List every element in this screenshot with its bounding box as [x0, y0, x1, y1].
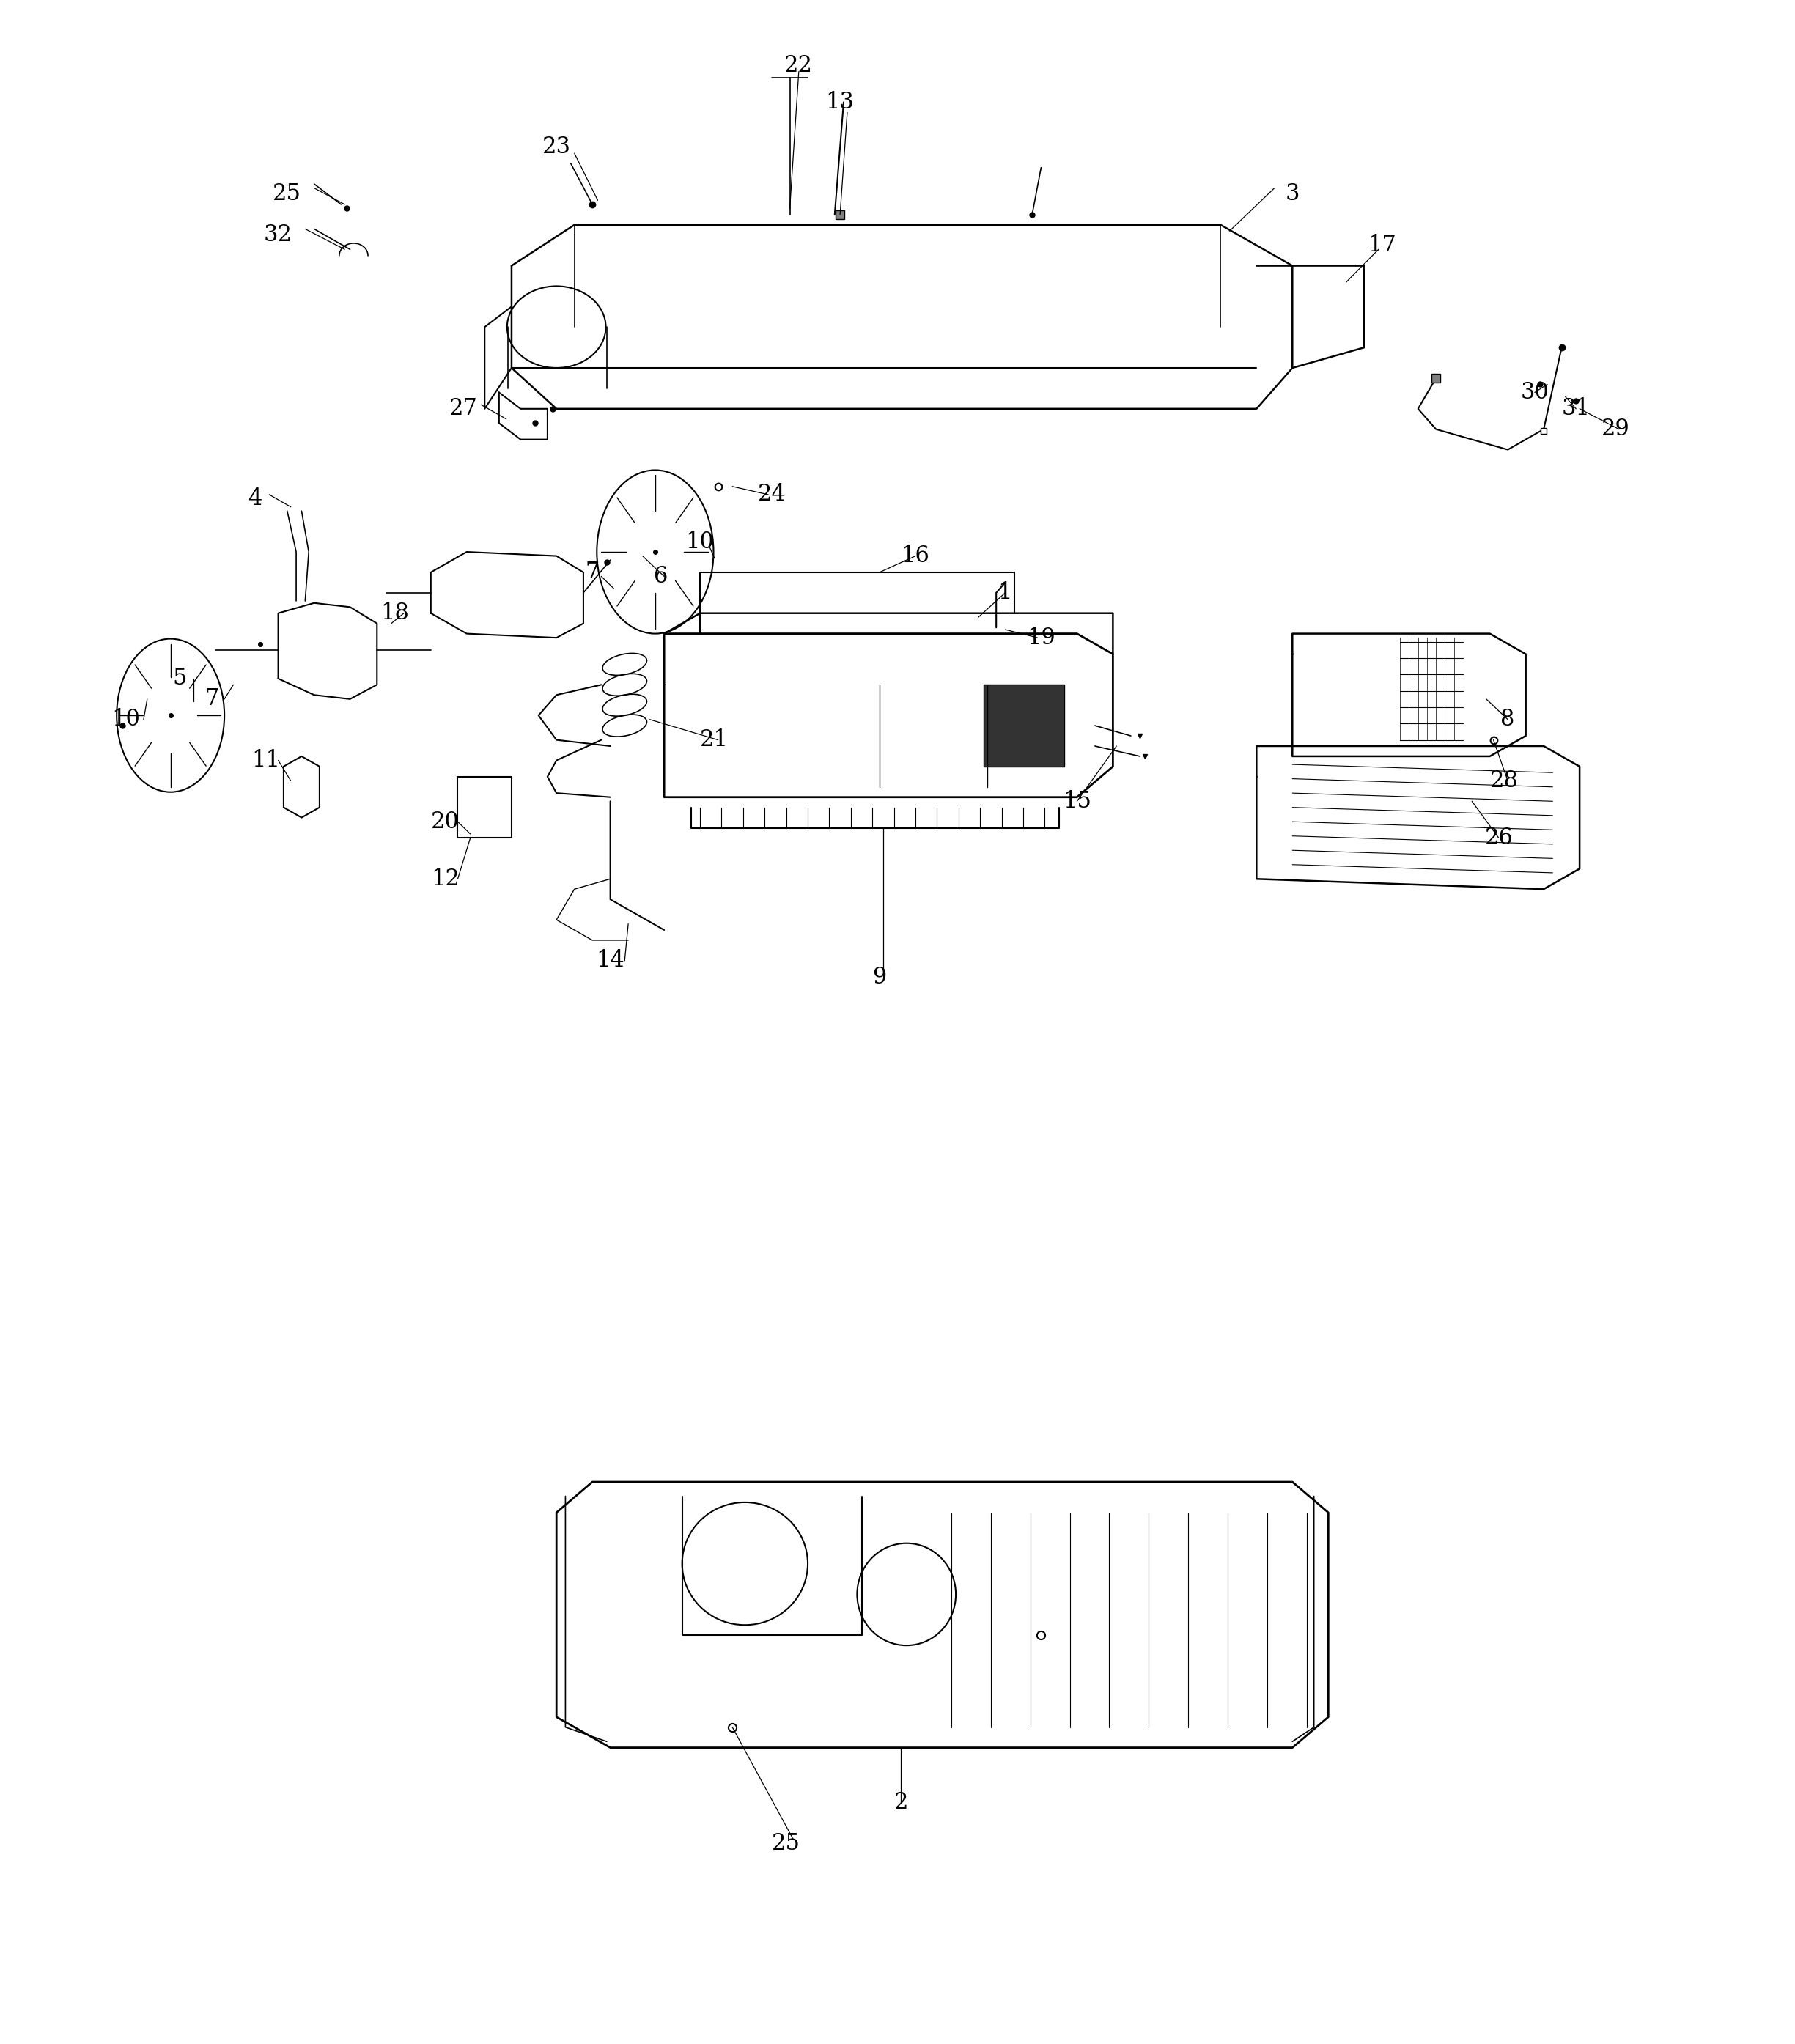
Text: 13: 13	[826, 90, 854, 114]
Text: 27: 27	[449, 397, 477, 421]
Text: 17: 17	[1368, 233, 1397, 258]
Text: 22: 22	[784, 53, 813, 78]
Text: 29: 29	[1601, 417, 1630, 442]
Text: 26: 26	[1484, 826, 1513, 850]
Text: 30: 30	[1520, 380, 1549, 405]
Text: 10: 10	[686, 529, 714, 554]
Text: 7: 7	[205, 687, 219, 711]
Text: 9: 9	[872, 965, 887, 989]
Text: 24: 24	[757, 482, 786, 507]
Bar	[458, 777, 512, 838]
Text: 12: 12	[431, 867, 460, 891]
Text: 1: 1	[998, 580, 1012, 605]
Text: 10: 10	[111, 707, 140, 732]
Text: 3: 3	[1285, 182, 1300, 206]
Text: 25: 25	[273, 182, 302, 206]
Text: 16: 16	[901, 544, 930, 568]
Text: 15: 15	[1063, 789, 1091, 814]
Text: 14: 14	[596, 948, 625, 973]
Text: 21: 21	[700, 728, 729, 752]
Bar	[984, 685, 1064, 766]
Text: 11: 11	[251, 748, 280, 773]
Text: 8: 8	[1501, 707, 1515, 732]
Text: 4: 4	[248, 486, 262, 511]
Text: 31: 31	[1562, 397, 1590, 421]
Text: 7: 7	[585, 560, 600, 585]
Text: 23: 23	[542, 135, 571, 159]
Text: 28: 28	[1490, 769, 1519, 793]
Text: 6: 6	[653, 564, 668, 589]
Text: 20: 20	[431, 809, 460, 834]
Text: 5: 5	[172, 666, 187, 691]
Text: 19: 19	[1027, 625, 1055, 650]
Text: 18: 18	[381, 601, 409, 625]
Text: 25: 25	[772, 1831, 801, 1856]
Text: 32: 32	[264, 223, 293, 247]
Text: 2: 2	[894, 1791, 908, 1815]
